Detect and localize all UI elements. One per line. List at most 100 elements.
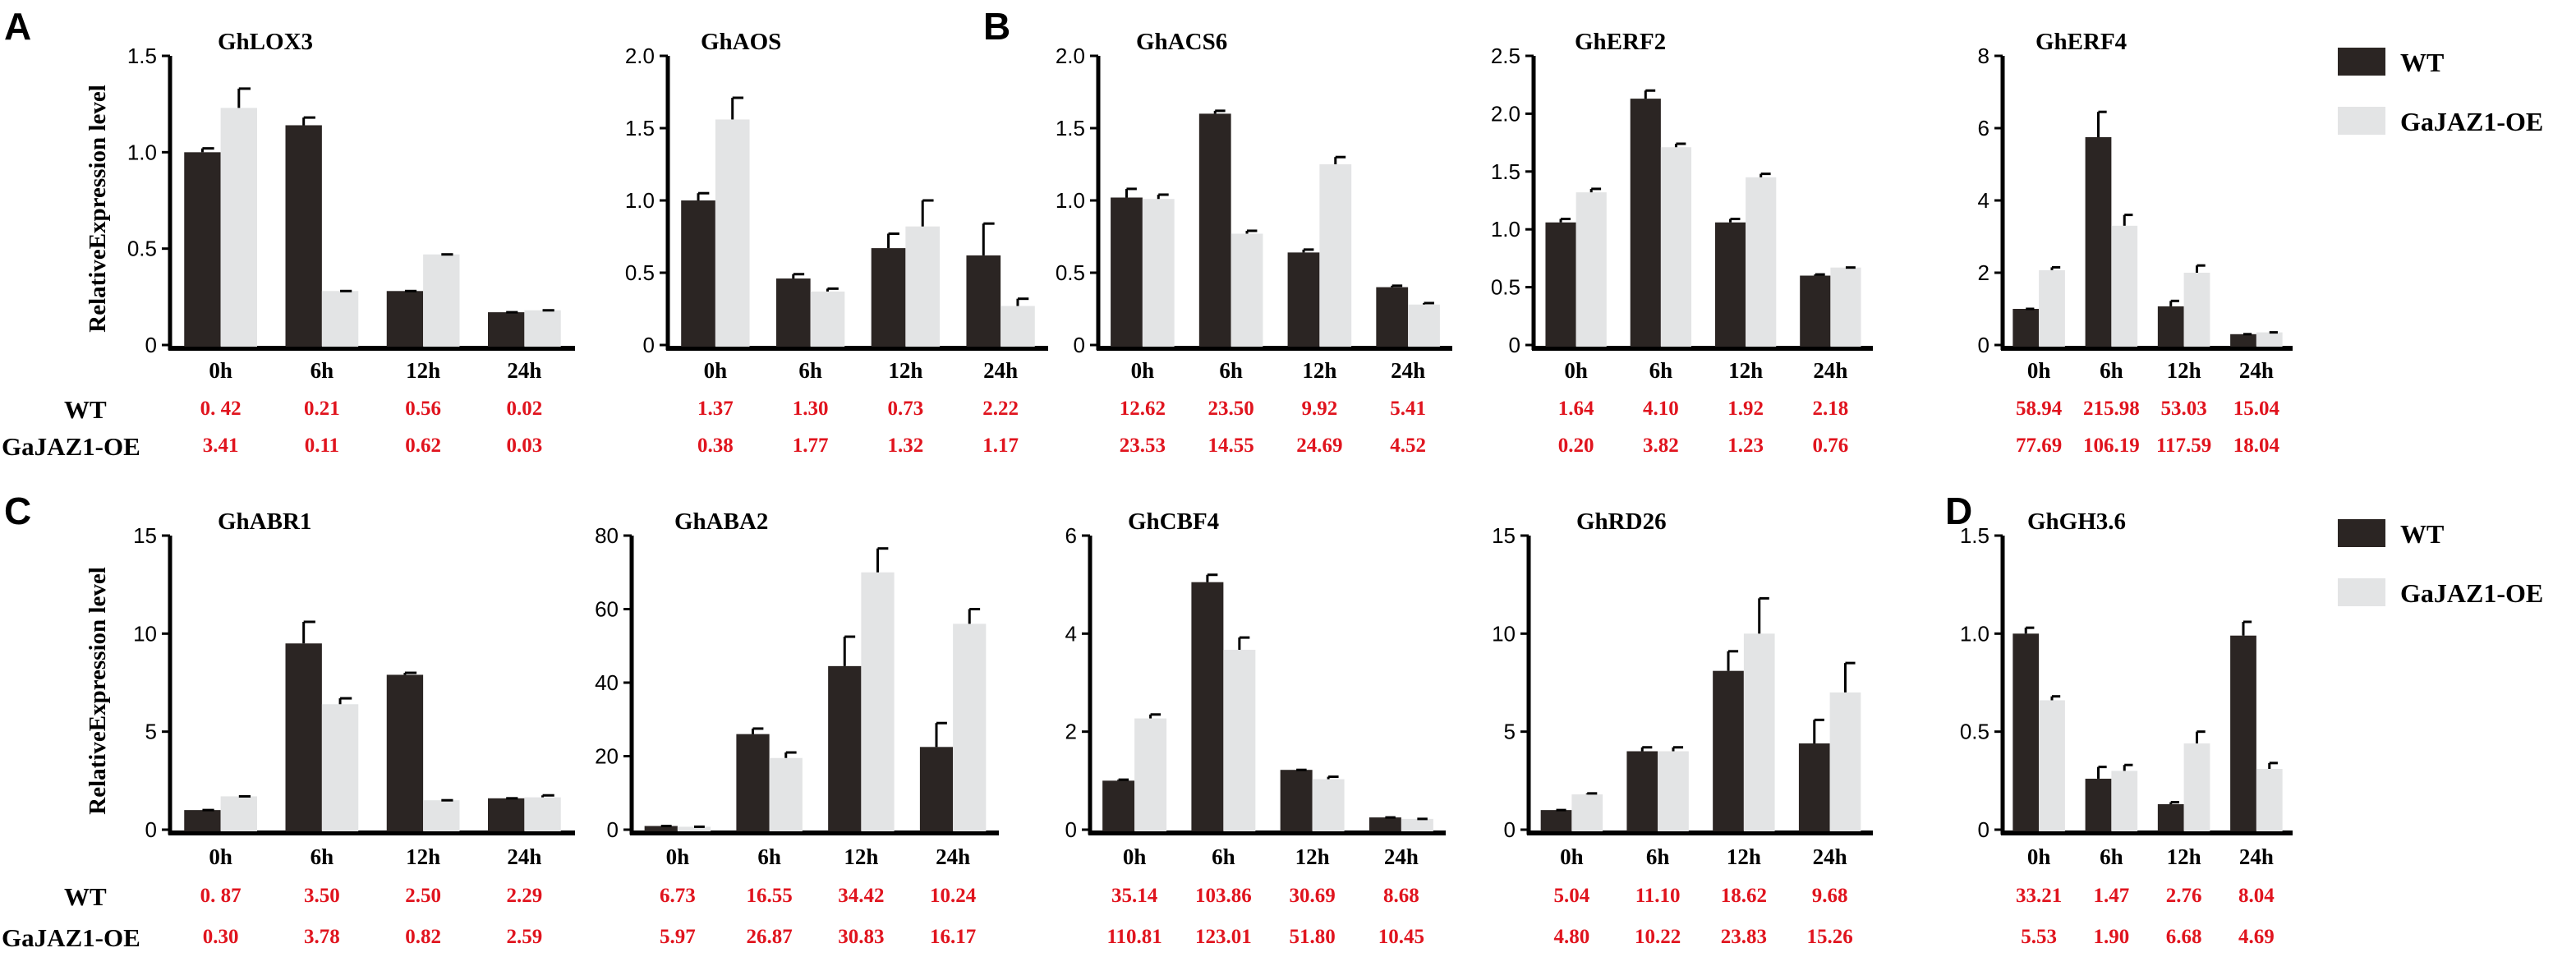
oe-value: 4.52 — [1390, 435, 1426, 457]
bar-oe-24h — [1401, 818, 1433, 831]
x-tick-label: 12h — [1302, 358, 1336, 383]
bar-oe-12h — [1319, 164, 1352, 347]
y-tick-label: 0.5 — [1491, 275, 1520, 300]
wt-value: 30.69 — [1290, 885, 1336, 907]
oe-value: 16.17 — [930, 926, 976, 948]
bar-oe-24h — [953, 623, 987, 831]
oe-value: 14.55 — [1208, 435, 1254, 457]
x-tick-label: 12h — [1295, 844, 1330, 869]
legend-swatch-wt — [2338, 48, 2385, 76]
y-tick-label: 20 — [595, 744, 619, 769]
bar-wt-0h — [184, 152, 221, 347]
bar-oe-12h — [2183, 273, 2210, 347]
bar-oe-0h — [1142, 199, 1175, 347]
wt-value: 33.21 — [2016, 885, 2062, 907]
bar-wt-6h — [1630, 99, 1661, 347]
y-tick-label: 2.0 — [1491, 101, 1520, 126]
bar-oe-24h — [1829, 692, 1861, 831]
y-tick-label: 0.5 — [625, 260, 655, 285]
bar-wt-24h — [966, 255, 1001, 347]
bar-wt-24h — [2230, 635, 2256, 831]
bar-wt-24h — [488, 312, 525, 347]
oe-value: 0.62 — [405, 435, 441, 457]
x-tick-label: 24h — [2239, 358, 2274, 383]
y-tick-label: 0 — [1978, 333, 1990, 357]
x-tick-label: 6h — [1646, 844, 1670, 869]
bar-wt-12h — [386, 291, 424, 347]
wt-value: 12.62 — [1120, 398, 1166, 420]
chart-title: GhAOS — [701, 29, 781, 55]
x-tick-label: 12h — [2167, 844, 2201, 869]
bar-wt-0h — [1111, 197, 1143, 347]
bar-oe-0h — [677, 826, 711, 831]
y-tick-label: 4 — [1978, 188, 1990, 213]
x-tick-label: 6h — [2100, 844, 2123, 869]
oe-value: 26.87 — [747, 926, 793, 948]
x-tick-label: 0h — [1123, 844, 1147, 869]
y-tick-label: 1.0 — [1960, 621, 1990, 646]
x-tick-label: 0h — [1131, 358, 1155, 383]
x-tick-label: 6h — [757, 844, 781, 869]
bar-oe-6h — [1658, 751, 1689, 831]
y-tick-label: 1.0 — [625, 188, 655, 213]
bar-wt-12h — [871, 248, 906, 347]
bar-oe-6h — [321, 704, 359, 831]
oe-value: 1.23 — [1727, 435, 1764, 457]
wt-value: 2.76 — [2166, 885, 2202, 907]
bar-wt-6h — [2085, 778, 2112, 831]
x-tick-label: 6h — [798, 358, 822, 383]
oe-value: 0.20 — [1558, 435, 1594, 457]
bar-oe-12h — [1746, 177, 1777, 347]
wt-value: 0. 87 — [200, 885, 242, 907]
bar-wt-0h — [2012, 633, 2040, 831]
bar-oe-24h — [2256, 332, 2283, 347]
y-tick-label: 6 — [1978, 116, 1990, 140]
wt-value: 23.50 — [1208, 398, 1254, 420]
x-tick-label: 24h — [2239, 844, 2274, 869]
row-label-oe: GaJAZ1-OE — [2, 923, 140, 952]
wt-value: 215.98 — [2083, 398, 2140, 420]
bar-oe-24h — [1408, 304, 1440, 347]
oe-value: 1.32 — [888, 435, 924, 457]
y-tick-label: 0 — [1065, 817, 1077, 842]
chart-title: GhLOX3 — [218, 29, 313, 55]
bar-oe-12h — [2183, 743, 2210, 831]
oe-value: 117.59 — [2156, 435, 2211, 457]
y-tick-label: 8 — [1978, 44, 1990, 68]
y-tick-label: 0 — [145, 333, 157, 357]
wt-value: 8.04 — [2238, 885, 2275, 907]
bar-wt-6h — [775, 278, 811, 347]
y-tick-label: 10 — [133, 621, 157, 646]
wt-value: 0.02 — [507, 398, 543, 420]
y-tick-label: 0 — [1978, 817, 1990, 842]
wt-value: 4.10 — [1643, 398, 1679, 420]
chart-title: GhACS6 — [1136, 29, 1227, 55]
chart-title: GhRD26 — [1576, 508, 1667, 535]
x-tick-label: 6h — [310, 844, 334, 869]
wt-value: 103.86 — [1195, 885, 1252, 907]
oe-value: 5.97 — [660, 926, 696, 948]
bar-wt-0h — [2012, 309, 2040, 347]
bar-oe-12h — [905, 226, 941, 347]
bar-wt-0h — [1545, 222, 1576, 347]
wt-value: 2.29 — [507, 885, 543, 907]
panel-letter-a: A — [4, 5, 31, 48]
wt-value: 10.24 — [930, 885, 977, 907]
bar-wt-6h — [2085, 137, 2112, 347]
bar-wt-6h — [1626, 751, 1658, 831]
bar-wt-12h — [2157, 306, 2184, 347]
bar-oe-24h — [524, 310, 561, 347]
oe-value: 1.17 — [982, 435, 1019, 457]
x-tick-label: 12h — [1727, 844, 1761, 869]
x-tick-label: 0h — [666, 844, 690, 869]
legend-label-oe: GaJAZ1-OE — [2400, 578, 2543, 608]
bar-wt-12h — [1287, 252, 1320, 347]
oe-value: 10.45 — [1378, 926, 1424, 948]
bar-oe-0h — [220, 796, 257, 831]
bar-wt-24h — [1798, 743, 1830, 831]
y-tick-label: 1.0 — [127, 140, 157, 164]
oe-value: 0.30 — [203, 926, 239, 948]
y-tick-label: 60 — [595, 597, 619, 622]
bar-oe-12h — [423, 254, 460, 347]
